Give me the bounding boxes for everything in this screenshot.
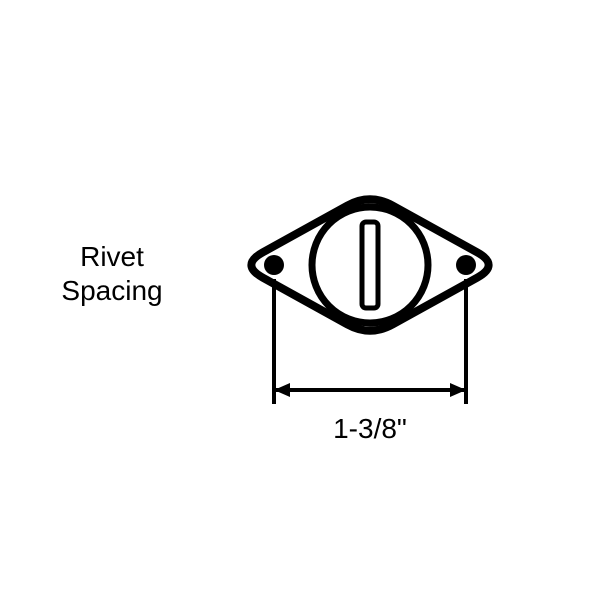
rivet-spacing-diagram: RivetSpacing 1-3/8" bbox=[0, 0, 600, 600]
rivet-left bbox=[264, 255, 284, 275]
dim-arrow bbox=[450, 383, 466, 397]
rivet-right bbox=[456, 255, 476, 275]
dim-arrow bbox=[274, 383, 290, 397]
label-line1: Rivet bbox=[80, 241, 144, 272]
label-line2: Spacing bbox=[61, 275, 162, 306]
dimension-value: 1-3/8" bbox=[333, 413, 407, 444]
